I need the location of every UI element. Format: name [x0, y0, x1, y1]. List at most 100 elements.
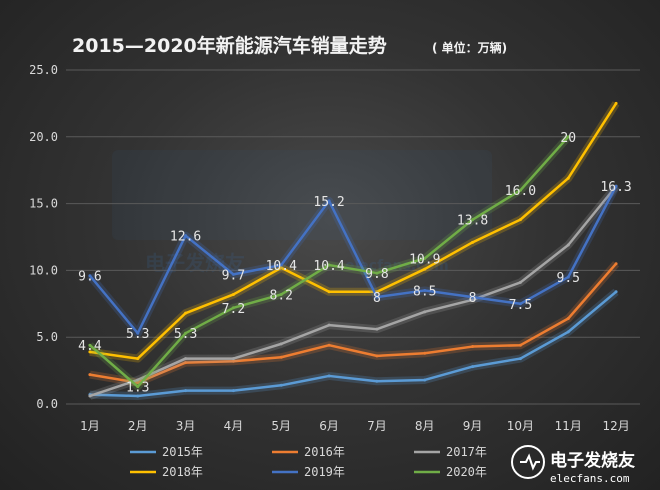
grid-lines — [66, 69, 640, 405]
x-tick-label: 3月 — [176, 419, 196, 433]
chart-title: 2015—2020年新能源汽车销量走势 — [72, 34, 387, 57]
data-point — [471, 240, 475, 244]
data-label: 10.4 — [266, 259, 297, 274]
data-label: 15.2 — [313, 195, 344, 210]
data-label: 9.6 — [78, 270, 101, 285]
data-point — [423, 351, 427, 355]
data-point — [136, 378, 140, 382]
series-line-2016年 — [89, 262, 618, 384]
data-point — [88, 343, 92, 347]
data-point — [518, 280, 522, 284]
data-label: 7.2 — [222, 302, 245, 317]
series-lines — [86, 101, 620, 400]
chart-subtitle: ( 单位：万辆) — [432, 40, 507, 55]
series-line-2019年 — [88, 185, 618, 335]
data-point — [231, 292, 235, 296]
data-label: 5.3 — [126, 327, 149, 342]
data-point — [614, 262, 618, 266]
data-point — [518, 302, 522, 306]
data-point — [184, 311, 188, 315]
y-tick-label: 0.0 — [36, 397, 58, 411]
x-tick-label: 1月 — [80, 419, 100, 433]
data-point — [423, 288, 427, 292]
data-label: 20 — [560, 131, 576, 146]
data-point — [423, 267, 427, 271]
data-point — [184, 357, 188, 361]
logo-icon — [511, 445, 545, 479]
data-point — [327, 374, 331, 378]
legend-label: 2015年 — [162, 445, 203, 459]
data-label: 9.8 — [365, 267, 388, 282]
data-label: 9.7 — [222, 268, 245, 283]
series-line-2018年 — [89, 102, 618, 360]
data-label: 7.5 — [509, 298, 532, 313]
data-point — [136, 357, 140, 361]
series-line-2017年 — [89, 185, 618, 398]
data-point — [231, 359, 235, 363]
data-point — [518, 188, 522, 192]
logo-wave-icon — [520, 453, 540, 471]
legend-label: 2017年 — [446, 445, 487, 459]
y-tick-label: 10.0 — [29, 263, 58, 277]
x-tick-label: 5月 — [271, 419, 291, 433]
data-point — [184, 361, 188, 365]
data-point — [375, 295, 379, 299]
data-point — [136, 381, 140, 385]
data-label: 10.9 — [409, 252, 440, 267]
x-tick-label: 6月 — [319, 419, 339, 433]
data-point — [88, 274, 92, 278]
data-point — [327, 323, 331, 327]
data-point — [184, 234, 188, 238]
data-point — [327, 290, 331, 294]
data-point — [423, 310, 427, 314]
y-tick-label: 20.0 — [29, 130, 58, 144]
logo-site: elecfans.com — [550, 472, 630, 485]
data-point — [279, 383, 283, 387]
series-line-2015年 — [89, 290, 617, 398]
data-point — [375, 354, 379, 358]
data-label: 8 — [373, 291, 381, 306]
data-point — [471, 345, 475, 349]
data-point — [518, 357, 522, 361]
data-point — [566, 330, 570, 334]
x-tick-label: 2月 — [128, 419, 148, 433]
data-point — [423, 378, 427, 382]
data-label: 8.2 — [270, 288, 293, 303]
legend: 2015年 2016年 2017年 2018年 2019年 2020年 — [130, 445, 487, 479]
data-point — [184, 331, 188, 335]
data-labels: 9.6 5.3 12.6 9.7 10.4 15.2 8 8.5 8 7.5 9.5 16.3 4.4 1… — [78, 131, 632, 396]
data-point — [88, 350, 92, 354]
data-point — [231, 357, 235, 361]
data-point — [614, 290, 618, 294]
legend-label: 2018年 — [162, 465, 203, 479]
data-point — [279, 263, 283, 267]
series-glow — [89, 288, 619, 400]
data-point — [88, 394, 92, 398]
data-point — [566, 135, 570, 139]
data-point — [327, 343, 331, 347]
data-point — [279, 355, 283, 359]
data-label: 4.4 — [78, 339, 102, 354]
logo: 电子发烧友 elecfans.com — [511, 445, 635, 485]
data-point — [136, 394, 140, 398]
title-group: 2015—2020年新能源汽车销量走势 ( 单位：万辆) — [72, 34, 507, 57]
x-tick-label: 12月 — [602, 419, 629, 433]
y-tick-label: 5.0 — [36, 330, 58, 344]
y-tick-label: 25.0 — [29, 63, 58, 77]
data-label: 8 — [469, 291, 477, 306]
data-label: 16.0 — [505, 184, 536, 199]
data-point — [231, 306, 235, 310]
x-tick-label: 11月 — [555, 419, 582, 433]
data-point — [375, 379, 379, 383]
data-point — [566, 243, 570, 247]
x-axis-ticks: 1月 2月 3月 4月 5月 6月 7月 8月 9月 10月 11月 12月 — [80, 419, 630, 433]
data-point — [471, 365, 475, 369]
x-tick-label: 4月 — [224, 419, 244, 433]
data-point — [518, 218, 522, 222]
data-point — [518, 343, 522, 347]
data-point — [471, 298, 475, 302]
data-point — [375, 290, 379, 294]
watermark-box — [112, 150, 492, 240]
